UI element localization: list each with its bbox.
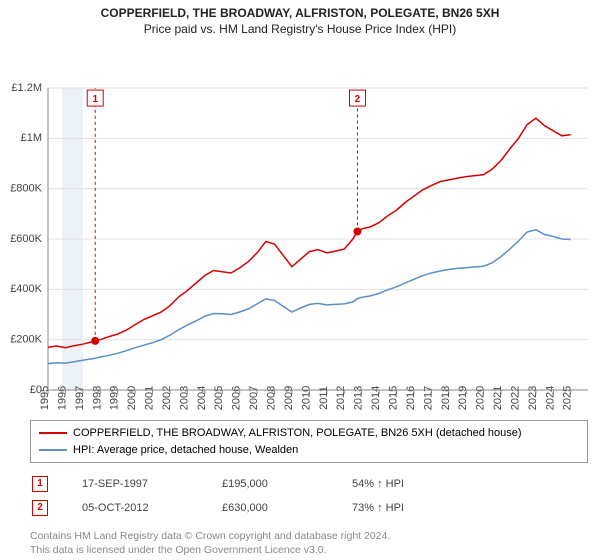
svg-text:2007: 2007 [248, 386, 260, 410]
svg-text:2017: 2017 [422, 386, 434, 410]
legend-label: COPPERFIELD, THE BROADWAY, ALFRISTON, PO… [73, 425, 522, 442]
svg-text:2021: 2021 [492, 386, 504, 410]
svg-text:2000: 2000 [126, 386, 138, 410]
svg-text:1999: 1999 [109, 386, 121, 410]
marker-badge: 2 [32, 500, 48, 516]
svg-text:2004: 2004 [196, 386, 208, 410]
svg-text:£800K: £800K [10, 183, 42, 195]
svg-text:1996: 1996 [56, 386, 68, 410]
txn-price: £630,000 [222, 497, 350, 519]
svg-text:2023: 2023 [527, 386, 539, 410]
txn-pct: 73% ↑ HPI [352, 497, 586, 519]
svg-text:2001: 2001 [144, 386, 156, 410]
svg-text:2012: 2012 [335, 386, 347, 410]
svg-text:2020: 2020 [475, 386, 487, 410]
svg-text:2010: 2010 [300, 386, 312, 410]
svg-text:£200K: £200K [10, 334, 42, 346]
transactions-table: 1 17-SEP-1997 £195,000 54% ↑ HPI 2 05-OC… [30, 471, 588, 521]
marker-badge: 1 [32, 476, 48, 492]
legend: COPPERFIELD, THE BROADWAY, ALFRISTON, PO… [30, 420, 588, 463]
legend-swatch [39, 449, 67, 451]
footnote-line: Contains HM Land Registry data © Crown c… [30, 529, 588, 543]
legend-swatch [39, 432, 67, 434]
svg-text:2014: 2014 [370, 386, 382, 410]
svg-text:2005: 2005 [213, 386, 225, 410]
legend-item: COPPERFIELD, THE BROADWAY, ALFRISTON, PO… [39, 425, 579, 442]
legend-label: HPI: Average price, detached house, Weal… [73, 442, 298, 459]
footnote-line: This data is licensed under the Open Gov… [30, 543, 588, 557]
svg-text:2018: 2018 [440, 386, 452, 410]
table-row: 1 17-SEP-1997 £195,000 54% ↑ HPI [32, 473, 586, 495]
svg-text:2024: 2024 [544, 386, 556, 410]
svg-text:£600K: £600K [10, 233, 42, 245]
svg-text:2009: 2009 [283, 386, 295, 410]
chart-title-subtitle: Price paid vs. HM Land Registry's House … [0, 20, 600, 40]
svg-text:2002: 2002 [161, 386, 173, 410]
price-chart: £0£200K£400K£600K£800K£1M£1.2M1995199619… [0, 40, 600, 440]
table-row: 2 05-OCT-2012 £630,000 73% ↑ HPI [32, 497, 586, 519]
svg-text:2015: 2015 [387, 386, 399, 410]
svg-text:1998: 1998 [91, 386, 103, 410]
svg-text:1995: 1995 [39, 386, 51, 410]
svg-text:£400K: £400K [10, 283, 42, 295]
txn-date: 17-SEP-1997 [82, 473, 220, 495]
svg-text:£1.2M: £1.2M [11, 82, 42, 94]
svg-text:2008: 2008 [266, 386, 278, 410]
svg-text:2022: 2022 [509, 386, 521, 410]
svg-text:2006: 2006 [231, 386, 243, 410]
svg-text:£1M: £1M [21, 132, 42, 144]
svg-text:2013: 2013 [353, 386, 365, 410]
svg-text:2: 2 [355, 94, 361, 105]
legend-item: HPI: Average price, detached house, Weal… [39, 442, 579, 459]
svg-text:2003: 2003 [178, 386, 190, 410]
txn-date: 05-OCT-2012 [82, 497, 220, 519]
svg-text:2016: 2016 [405, 386, 417, 410]
svg-text:2025: 2025 [562, 386, 574, 410]
txn-price: £195,000 [222, 473, 350, 495]
chart-title-address: COPPERFIELD, THE BROADWAY, ALFRISTON, PO… [0, 0, 600, 20]
svg-text:1: 1 [92, 94, 98, 105]
svg-text:1997: 1997 [74, 386, 86, 410]
svg-text:2019: 2019 [457, 386, 469, 410]
footnote: Contains HM Land Registry data © Crown c… [30, 529, 588, 557]
txn-pct: 54% ↑ HPI [352, 473, 586, 495]
